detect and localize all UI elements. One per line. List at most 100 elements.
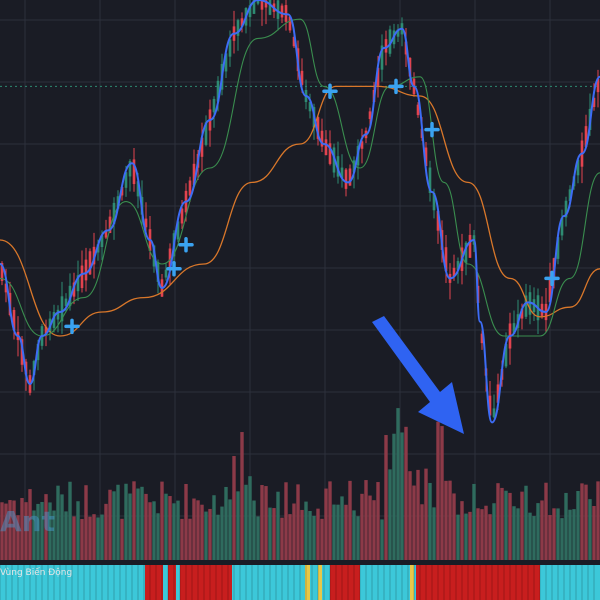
down-arrow-icon <box>372 316 464 434</box>
volume-bar <box>284 482 288 560</box>
candle-body <box>340 167 344 179</box>
candle-body <box>164 269 168 278</box>
plus-marker-icon <box>322 83 338 99</box>
volume-bar <box>48 502 52 560</box>
volume-bar <box>456 514 460 560</box>
candle-body <box>548 279 552 303</box>
plus-marker-icon <box>388 78 404 95</box>
volume-bar <box>476 508 480 560</box>
volume-bar <box>360 493 364 560</box>
volume-bar <box>496 483 500 560</box>
volume-bar <box>532 516 536 560</box>
candle-body <box>540 303 544 316</box>
volume-bar <box>240 432 244 560</box>
candle-body <box>300 70 304 85</box>
volume-bar <box>428 482 432 560</box>
volume-bar <box>376 482 380 560</box>
candle-body <box>568 189 572 202</box>
volume-bar <box>208 508 212 560</box>
plus-marker-icon <box>544 270 560 287</box>
volume-bar <box>164 493 168 560</box>
candle-body <box>576 159 580 176</box>
volatility-band <box>0 565 600 600</box>
band-segment <box>305 565 310 600</box>
volume-bar <box>88 516 92 560</box>
candle-body <box>384 39 388 53</box>
candle-body <box>132 159 136 185</box>
candle-body <box>376 67 380 86</box>
band-segment <box>318 565 322 600</box>
candle-body <box>112 202 116 225</box>
candle-body <box>492 408 496 418</box>
volume-bar <box>516 508 520 560</box>
candle-body <box>324 139 328 156</box>
volume-bar <box>140 486 144 560</box>
candle-body <box>452 267 456 277</box>
volume-bar <box>316 508 320 560</box>
volume-bar <box>204 511 208 560</box>
candle-body <box>504 343 508 367</box>
volume-bar <box>20 497 24 560</box>
candle-body <box>76 275 80 292</box>
candle-body <box>328 143 332 164</box>
plus-marker-icon <box>424 121 440 138</box>
volume-bar <box>432 507 436 560</box>
band-segment <box>410 565 414 600</box>
volume-bar <box>176 500 180 560</box>
candle-body <box>224 53 228 72</box>
volume-bar <box>8 500 12 560</box>
volume-bar <box>16 515 20 560</box>
volume-bar <box>468 511 472 560</box>
slow-ma-line <box>0 85 600 337</box>
volume-bar <box>308 511 312 560</box>
candle-body <box>188 180 192 196</box>
volume-bar <box>320 518 324 560</box>
volume-bar <box>448 480 452 560</box>
volume-bar <box>276 491 280 560</box>
candle-body <box>228 39 232 57</box>
volume-bar <box>124 483 128 560</box>
plus-marker-icon <box>64 318 80 335</box>
volume-bar <box>560 518 564 560</box>
volume-bar <box>352 510 356 560</box>
candle-body <box>60 296 64 322</box>
volume-bar <box>104 503 108 560</box>
candle-body <box>320 130 324 147</box>
volume-bar <box>44 494 48 560</box>
candle-body <box>436 210 440 231</box>
volume-bar <box>84 485 88 560</box>
volume-bar <box>544 482 548 560</box>
volume-bar <box>52 510 56 560</box>
volume-bar <box>508 492 512 560</box>
candle-body <box>248 5 252 18</box>
volume-bar <box>216 514 220 560</box>
volume-bar <box>388 469 392 560</box>
candle-body <box>84 259 88 281</box>
volume-bar <box>488 514 492 560</box>
volume-bar <box>520 491 524 560</box>
candle-body <box>556 237 560 259</box>
candle-body <box>596 78 600 93</box>
volume-bar <box>588 499 592 560</box>
candle-body <box>128 161 132 177</box>
volume-bar <box>160 481 164 560</box>
candle-body <box>216 80 220 102</box>
volume-bar <box>400 432 404 560</box>
volume-bar <box>328 481 332 560</box>
candle-body <box>180 208 184 224</box>
candle-body <box>480 333 484 344</box>
volume-bar <box>556 508 560 560</box>
volume-bar <box>264 486 268 560</box>
candle-body <box>100 235 104 248</box>
candle-body <box>144 218 148 228</box>
candle-body <box>200 137 204 157</box>
volume-bar <box>60 494 64 560</box>
band-segment <box>180 565 232 600</box>
candle-body <box>380 45 384 70</box>
volume-bar <box>100 514 104 560</box>
volume-bar <box>436 421 440 560</box>
volume-bar <box>220 506 224 560</box>
candle-body <box>488 395 492 416</box>
volume-bar <box>392 433 396 560</box>
